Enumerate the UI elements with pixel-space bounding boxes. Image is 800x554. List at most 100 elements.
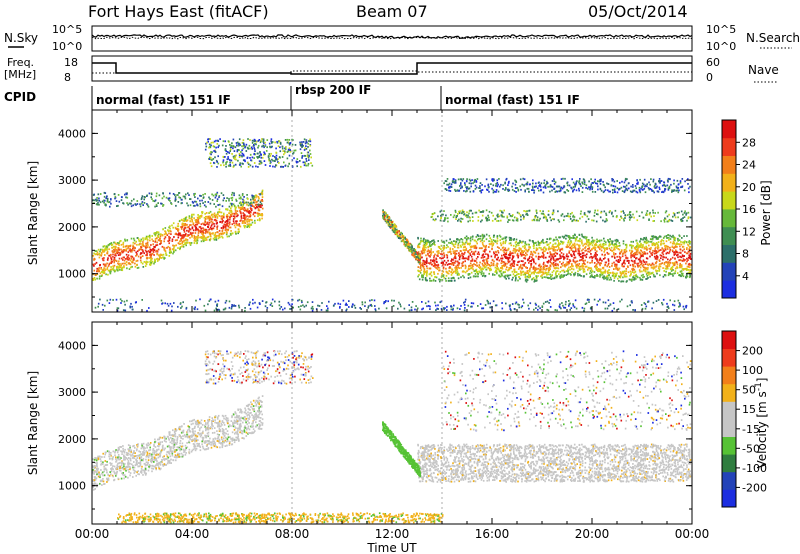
power-cell (278, 140, 281, 143)
power-cell (545, 276, 547, 279)
power-cell (504, 182, 506, 185)
power-cell (204, 212, 206, 215)
power-cell (608, 274, 610, 276)
power-cell (519, 270, 522, 273)
power-cell (213, 150, 215, 152)
power-cell (224, 226, 227, 229)
power-cell (240, 197, 242, 200)
power-cell (437, 252, 439, 255)
power-cell (658, 249, 661, 252)
power-cell (579, 247, 581, 250)
power-cell (572, 190, 574, 193)
power-cell (614, 267, 617, 270)
power-cell (469, 262, 472, 265)
power-cell (229, 213, 232, 216)
power-cell (109, 270, 111, 273)
power-cell (511, 258, 513, 261)
power-cell (669, 246, 671, 249)
power-cell (520, 248, 522, 251)
power-cell (168, 242, 170, 245)
power-cell (214, 150, 217, 153)
power-cell (234, 163, 237, 166)
power-cell (475, 247, 477, 250)
power-cell (92, 263, 95, 266)
power-cell (205, 142, 207, 145)
power-cell (422, 266, 425, 269)
power-cell (636, 244, 638, 247)
power-cell (643, 268, 645, 271)
power-cell (309, 140, 312, 143)
power-cell (543, 272, 545, 275)
power-cell (254, 219, 256, 222)
power-cell (629, 249, 631, 252)
power-cell (118, 260, 120, 263)
power-cell (256, 156, 258, 158)
power-cell (597, 188, 599, 191)
power-cell (165, 252, 167, 255)
power-cell (214, 156, 216, 159)
power-cell (249, 153, 252, 156)
power-cell (650, 235, 653, 238)
power-cell (600, 262, 602, 265)
power-cell (182, 219, 185, 222)
power-cell (212, 194, 215, 197)
power-cell (162, 205, 164, 207)
power-cell (421, 240, 423, 243)
power-cell (542, 268, 544, 271)
power-cell (689, 253, 692, 255)
power-cell (669, 272, 671, 275)
power-cell (193, 237, 195, 239)
power-cell (299, 148, 302, 151)
power-cell (571, 178, 573, 181)
power-cell (528, 274, 530, 277)
power-cell (140, 252, 142, 255)
power-cell (529, 275, 531, 278)
power-cell (284, 165, 287, 167)
power-cell (503, 251, 505, 254)
power-cell (231, 205, 233, 208)
power-cell (215, 214, 218, 217)
power-cell (673, 179, 675, 182)
power-cell (615, 274, 617, 277)
power-cell (620, 272, 623, 275)
power-cell (568, 266, 570, 269)
power-cell (440, 253, 442, 255)
power-cell (663, 263, 666, 266)
power-cell (246, 146, 249, 149)
power-cell (174, 249, 177, 252)
power-cell (456, 260, 458, 263)
power-cell (104, 269, 107, 271)
power-cell (656, 258, 658, 261)
power-cell (574, 247, 577, 249)
power-cell (681, 237, 683, 239)
power-cell (126, 239, 128, 242)
power-cell (423, 261, 426, 263)
power-cell (203, 228, 205, 231)
power-cell (155, 203, 158, 206)
power-cell (184, 235, 186, 237)
power-cell (241, 149, 243, 152)
power-cell (633, 256, 636, 258)
power-cell (244, 222, 246, 224)
power-cell (417, 236, 419, 239)
power-cell (662, 267, 664, 269)
power-cell (172, 193, 175, 195)
power-cell (235, 154, 237, 157)
power-cell (301, 155, 304, 157)
power-cell (572, 259, 575, 261)
power-cell (263, 152, 266, 155)
power-cell (655, 251, 658, 254)
power-cell (106, 259, 109, 261)
power-cell (230, 144, 233, 147)
power-cell (240, 214, 243, 217)
power-cell (262, 144, 265, 147)
power-cell (650, 238, 653, 241)
power-cell (199, 236, 201, 239)
power-cell (681, 241, 684, 244)
power-cell (114, 196, 117, 199)
power-cell (618, 188, 620, 191)
power-cell (613, 272, 616, 275)
power-cell (93, 252, 95, 255)
power-cell (482, 272, 485, 275)
power-cell (114, 242, 117, 245)
